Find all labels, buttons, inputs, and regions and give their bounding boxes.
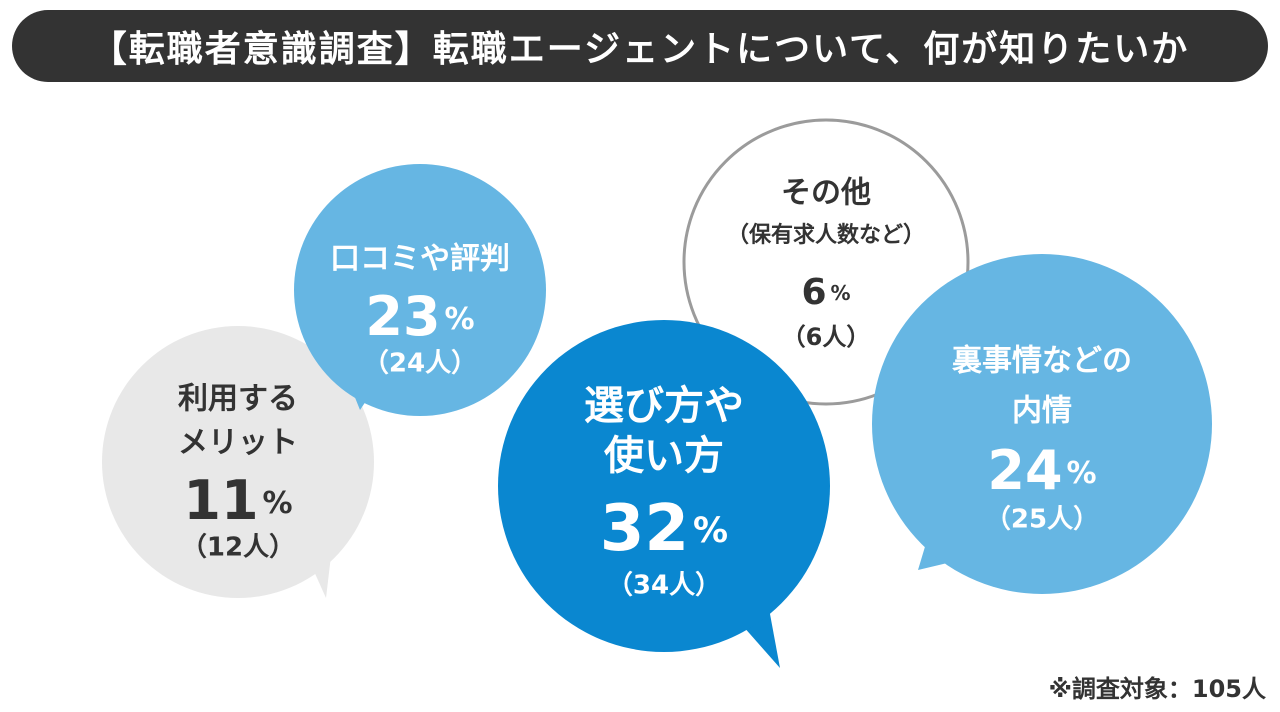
bubble-circle — [872, 254, 1212, 594]
bubble-circle — [498, 320, 830, 652]
bubble-count: （24人） — [363, 349, 477, 379]
bubble-label: 裏事情などの — [952, 344, 1132, 379]
bubble-percent: 32% — [600, 492, 728, 566]
bubble-percent: 23% — [365, 285, 474, 348]
bubble-count: （34人） — [607, 571, 721, 601]
percent-sign: % — [1067, 456, 1097, 491]
bubble-label: 口コミや評判 — [330, 242, 510, 277]
survey-footnote: ※調査対象：105人 — [1048, 675, 1266, 703]
bubble-percent: 6% — [801, 272, 850, 313]
bubble-percent: 24% — [987, 439, 1096, 502]
percent-number: 32 — [600, 492, 689, 566]
bubble-label: その他 — [781, 176, 871, 211]
bubble-percent: 11% — [183, 469, 292, 532]
percent-number: 6 — [801, 272, 826, 313]
bubble-label: 内情 — [1012, 394, 1072, 429]
percent-number: 11 — [183, 469, 258, 532]
bubble-label: （保有求人数など） — [727, 222, 925, 248]
chart-title: 【転職者意識調査】転職エージェントについて、何が知りたいか — [90, 29, 1190, 70]
chart-title-bar: 【転職者意識調査】転職エージェントについて、何が知りたいか — [12, 10, 1268, 82]
bubble-count: （25人） — [985, 505, 1099, 535]
bubble-count: （6人） — [782, 323, 871, 351]
percent-number: 24 — [987, 439, 1062, 502]
bubble-circle — [682, 118, 970, 406]
bubble-label: 利用する — [178, 382, 298, 417]
bubble-label: 使い方 — [604, 433, 724, 479]
bubble-count: （12人） — [181, 533, 295, 563]
percent-sign: % — [263, 486, 293, 521]
bubble-4: その他 （保有求人数など） 6 % （6人） — [682, 118, 970, 406]
bubble-circle — [102, 326, 374, 598]
percent-number: 23 — [365, 285, 440, 348]
percent-sign: % — [445, 302, 475, 337]
bubble-circle — [294, 164, 546, 416]
bubble-label: メリット — [178, 426, 298, 461]
percent-sign: % — [693, 511, 728, 551]
bubble-label: 選び方や — [584, 383, 744, 429]
percent-sign: % — [831, 281, 851, 305]
